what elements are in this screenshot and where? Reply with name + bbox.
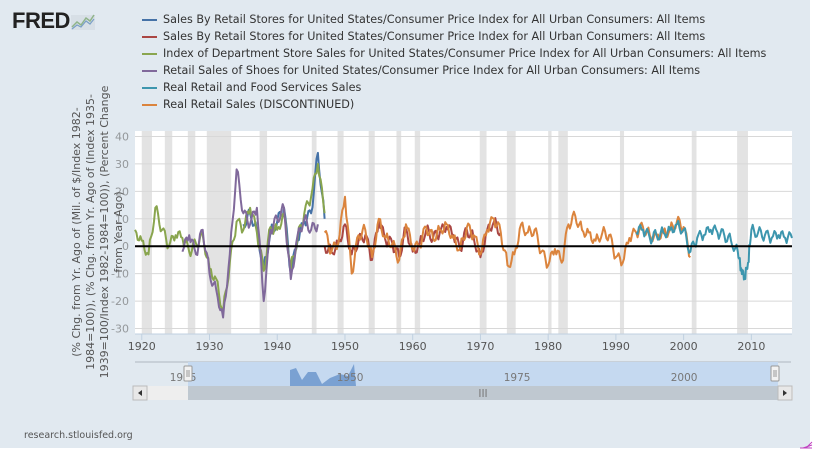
legend-label: Real Retail and Food Services Sales: [163, 81, 362, 94]
legend-label: Real Retail Sales (DISCONTINUED): [163, 98, 355, 111]
scrollbar-thumb[interactable]: [188, 386, 778, 400]
navigator-label: 1950: [337, 372, 364, 384]
y-tick-label: -10: [111, 268, 129, 281]
handle-body[interactable]: [770, 365, 780, 382]
recession-bar: [737, 131, 748, 334]
scroll-left-button[interactable]: [132, 385, 148, 401]
legend-label: Retail Sales of Shoes for United States/…: [163, 64, 701, 77]
y-tick-label: 20: [115, 185, 129, 198]
handle-body[interactable]: [183, 365, 193, 382]
y-tick-label: 10: [115, 213, 129, 226]
recession-bar: [619, 131, 625, 334]
recession-bar: [259, 131, 268, 334]
series-line: [323, 195, 691, 275]
legend-label: Index of Department Store Sales for Unit…: [163, 47, 767, 60]
recession-bar: [396, 131, 402, 334]
x-tick-label: 1920: [128, 340, 156, 353]
navigator-selected-range[interactable]: [188, 362, 778, 386]
recession-bar: [141, 131, 152, 334]
recession-bar: [506, 131, 516, 334]
legend-item[interactable]: Sales By Retail Stores for United States…: [142, 28, 766, 45]
series-line: [635, 219, 793, 281]
y-tick-label: -30: [111, 323, 129, 336]
x-tick-label: 2010: [737, 340, 765, 353]
scrollbar-grip: III: [478, 388, 487, 400]
x-tick-label: 1940: [263, 340, 291, 353]
y-axis-title-line: 1939=100/Index 1982-1984=100)), (Percent…: [98, 85, 111, 378]
y-tick-label: 0: [122, 240, 129, 253]
legend-item[interactable]: Real Retail Sales (DISCONTINUED): [142, 96, 766, 113]
legend-swatch: [142, 52, 157, 55]
navigator-handle-right[interactable]: [770, 365, 780, 382]
legend-item[interactable]: Retail Sales of Shoes for United States/…: [142, 62, 766, 79]
recession-bar: [164, 131, 173, 334]
y-axis-title-line: 1984=100)), (% Chg. from Yr. Ago of (Ind…: [84, 94, 97, 370]
navigator-label: 1975: [504, 372, 531, 384]
navigator-handle-left[interactable]: [183, 365, 193, 382]
recession-bar: [368, 131, 375, 334]
recession-bar: [187, 131, 196, 334]
y-tick-label: 30: [115, 158, 129, 171]
legend-item[interactable]: Real Retail and Food Services Sales: [142, 79, 766, 96]
chart-legend: Sales By Retail Stores for United States…: [142, 11, 766, 113]
recession-bar: [558, 131, 568, 334]
x-tick-label: 1980: [534, 340, 562, 353]
y-axis: 40 30 20 10 0 -10 -20 -30: [111, 130, 129, 335]
y-axis-title-line: (% Chg. from Yr. Ago of (Mil. of $/Index…: [70, 107, 83, 356]
legend-swatch: [142, 35, 157, 38]
legend-label: Sales By Retail Stores for United States…: [163, 30, 706, 43]
x-axis: 1920 1930 1940 1950 1960 1970 1980 1990 2000 2010: [128, 333, 792, 353]
legend-swatch: [142, 69, 157, 72]
recession-bar: [691, 131, 697, 334]
recession-bar: [414, 131, 421, 334]
x-tick-label: 1950: [331, 340, 359, 353]
series-lines: [134, 151, 793, 319]
series-line: [181, 168, 319, 319]
y-axis-title-line: from Year Ago): [112, 191, 125, 272]
recession-bar: [479, 131, 487, 334]
legend-swatch: [142, 18, 157, 21]
legend-item[interactable]: Index of Department Store Sales for Unit…: [142, 45, 766, 62]
x-tick-label: 1960: [399, 340, 427, 353]
arrow-left-icon: [138, 390, 142, 396]
y-tick-label: -20: [111, 295, 129, 308]
logo-text: FRED: [12, 8, 70, 33]
navigator-label: 2000: [671, 372, 698, 384]
navigator-series-area: [290, 364, 356, 386]
legend-swatch: [142, 86, 157, 89]
x-tick-label: 1930: [196, 340, 224, 353]
recession-bar: [548, 131, 552, 334]
fred-logo[interactable]: FRED: [12, 8, 96, 34]
resize-handle-icon[interactable]: [800, 441, 813, 449]
source-credit[interactable]: research.stlouisfed.org: [24, 430, 133, 441]
legend-swatch: [142, 103, 157, 106]
y-axis-title: (% Chg. from Yr. Ago of (Mil. of $/Index…: [70, 85, 125, 378]
x-tick-label: 1990: [602, 340, 630, 353]
arrow-right-icon: [783, 390, 787, 396]
recession-bar: [311, 131, 317, 334]
legend-label: Sales By Retail Stores for United States…: [163, 13, 706, 26]
y-tick-label: 40: [115, 130, 129, 143]
x-tick-label: 1970: [466, 340, 494, 353]
fred-chart-icon: [70, 14, 95, 30]
x-tick-label: 2000: [670, 340, 698, 353]
scroll-right-button[interactable]: [777, 385, 793, 401]
legend-item[interactable]: Sales By Retail Stores for United States…: [142, 11, 766, 28]
